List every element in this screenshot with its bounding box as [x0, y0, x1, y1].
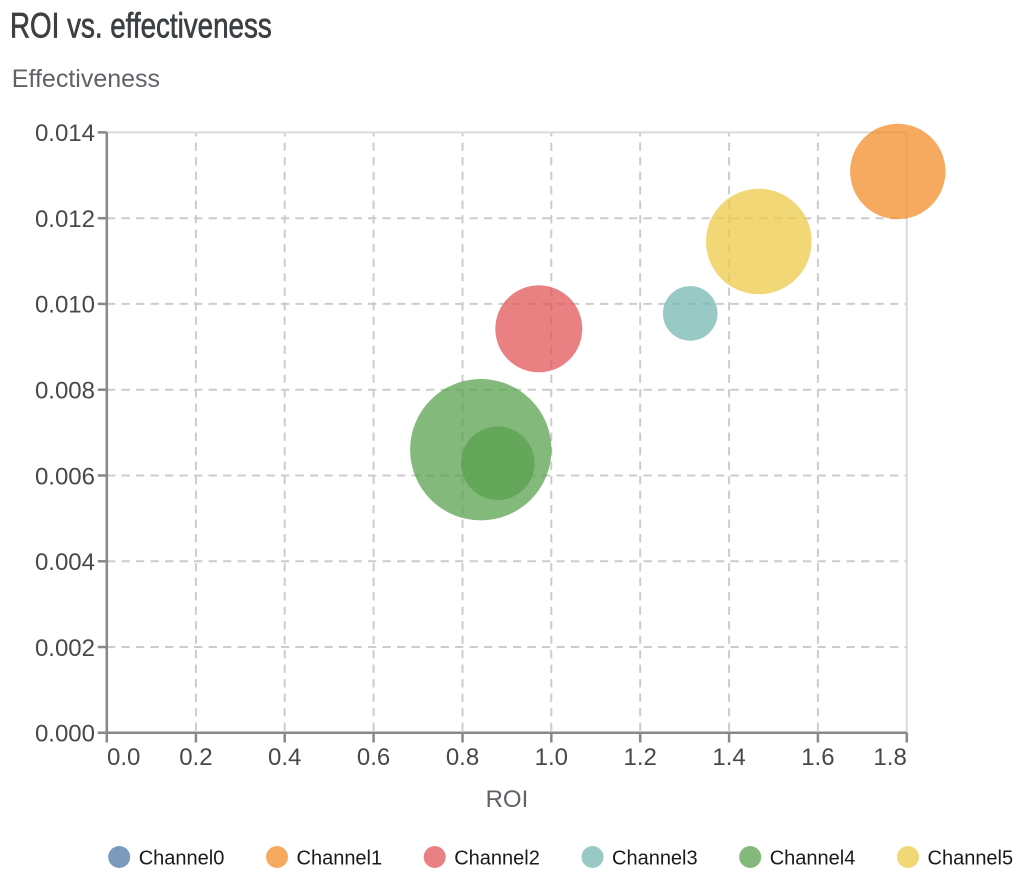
svg-text:0.010: 0.010: [35, 292, 95, 319]
svg-text:Channel2: Channel2: [454, 848, 540, 870]
svg-text:0.4: 0.4: [268, 744, 301, 771]
svg-text:0.006: 0.006: [35, 463, 95, 490]
svg-text:ROI: ROI: [486, 786, 529, 813]
svg-text:ROI vs. effectiveness: ROI vs. effectiveness: [10, 6, 272, 46]
svg-text:0.2: 0.2: [179, 744, 212, 771]
svg-text:1.8: 1.8: [873, 744, 906, 771]
svg-text:0.6: 0.6: [357, 744, 390, 771]
svg-text:Channel5: Channel5: [928, 848, 1014, 870]
svg-text:Channel4: Channel4: [770, 848, 856, 870]
svg-text:0.008: 0.008: [35, 378, 95, 405]
svg-text:Effectiveness: Effectiveness: [12, 65, 160, 93]
svg-text:0.8: 0.8: [446, 744, 479, 771]
svg-text:Channel0: Channel0: [139, 848, 225, 870]
svg-text:1.4: 1.4: [712, 744, 745, 771]
svg-text:Channel3: Channel3: [612, 848, 698, 870]
svg-text:1.2: 1.2: [624, 744, 657, 771]
svg-text:1.6: 1.6: [801, 744, 834, 771]
svg-text:0.004: 0.004: [35, 549, 95, 576]
svg-text:0.002: 0.002: [35, 635, 95, 662]
svg-text:0.014: 0.014: [35, 120, 95, 147]
svg-text:Channel1: Channel1: [297, 848, 383, 870]
svg-text:0.0: 0.0: [107, 744, 140, 771]
svg-text:0.000: 0.000: [35, 721, 95, 748]
svg-text:1.0: 1.0: [535, 744, 568, 771]
svg-text:0.012: 0.012: [35, 206, 95, 233]
